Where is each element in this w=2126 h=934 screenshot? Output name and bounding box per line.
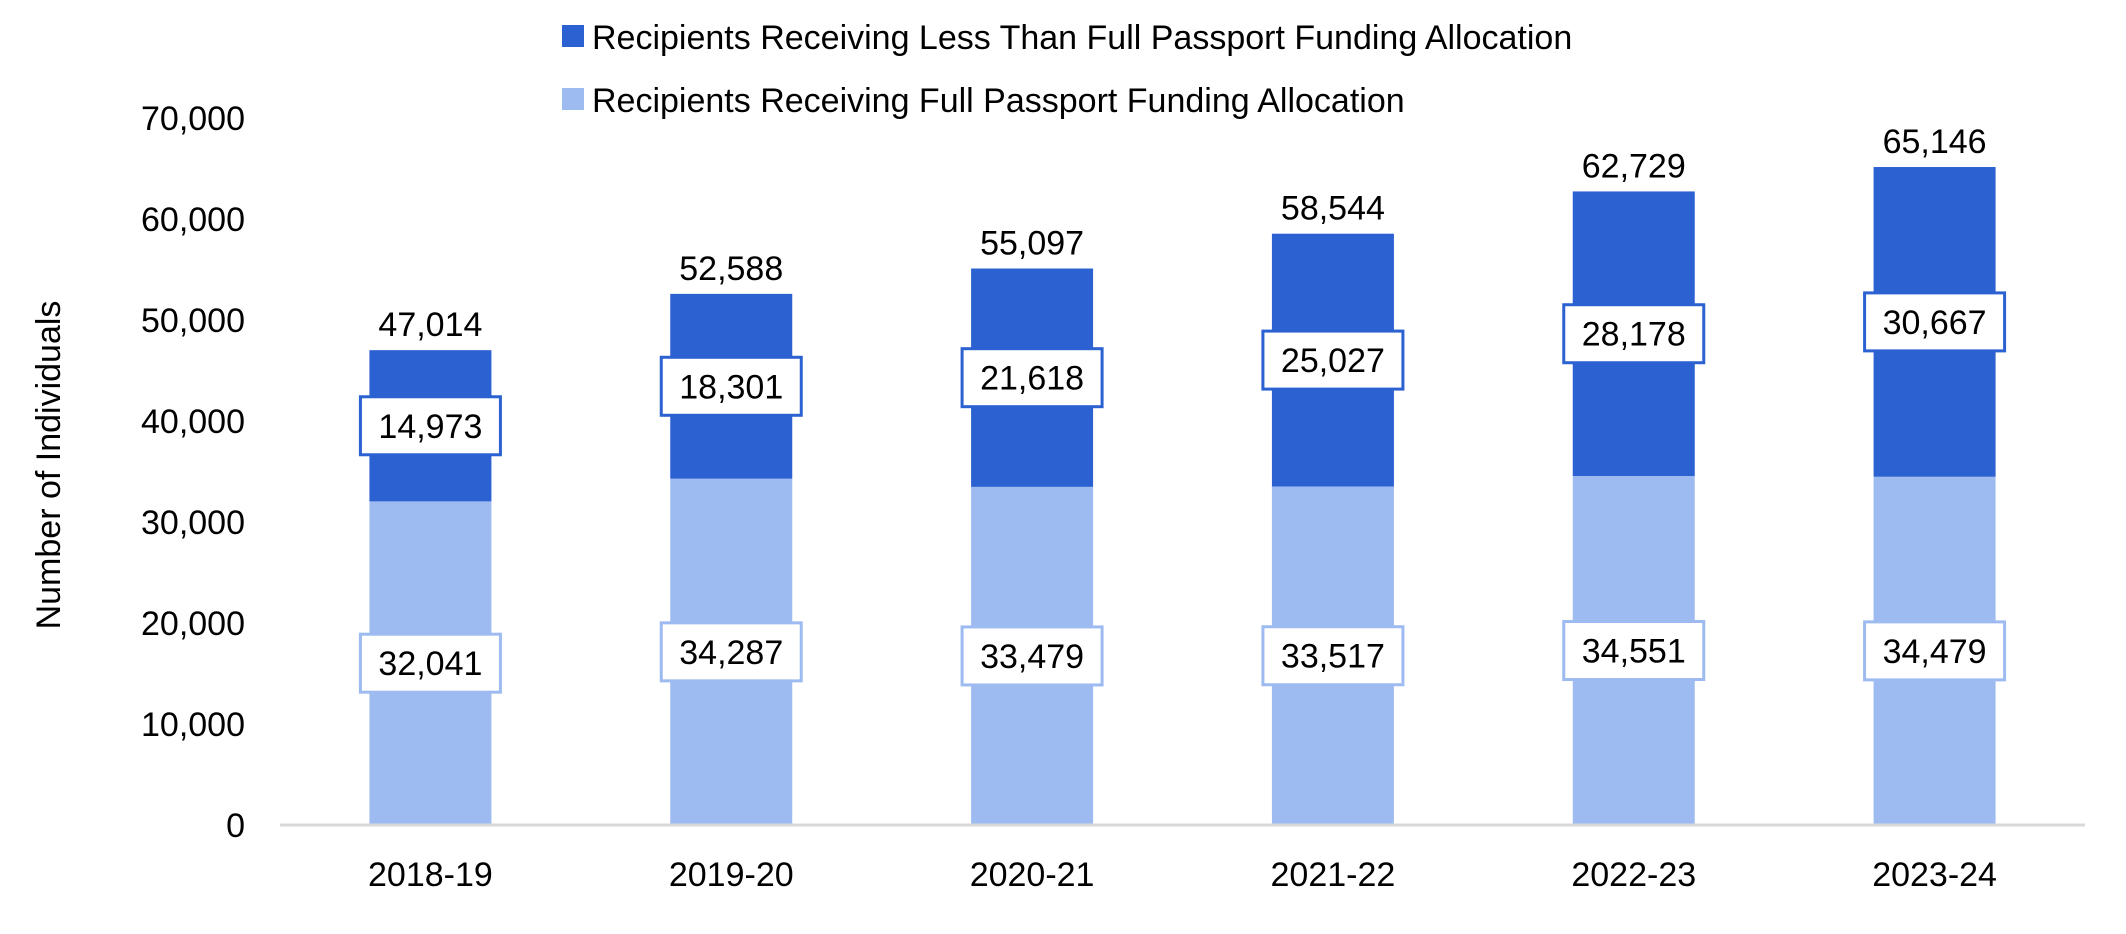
- value-label-less-than-full-allocation: 30,667: [1863, 291, 2007, 353]
- value-label-box: [1261, 625, 1405, 687]
- value-label-text: 30,667: [1883, 304, 1987, 342]
- value-label-text: 18,301: [679, 368, 783, 406]
- total-label: 47,014: [378, 306, 482, 344]
- value-label-text: 34,287: [679, 634, 783, 672]
- value-label-text: 28,178: [1582, 316, 1686, 354]
- y-tick-label: 30,000: [141, 504, 245, 542]
- y-tick-label: 50,000: [141, 302, 245, 340]
- value-label-box: [358, 632, 502, 694]
- legend-label: Recipients Receiving Full Passport Fundi…: [592, 82, 1405, 120]
- value-label-text: 25,027: [1281, 342, 1385, 380]
- x-tick-label: 2021-22: [1271, 856, 1396, 894]
- legend-item: Recipients Receiving Full Passport Fundi…: [562, 82, 1405, 120]
- value-label-text: 14,973: [378, 408, 482, 446]
- value-label-less-than-full-allocation: 14,973: [358, 395, 502, 457]
- value-label-box: [659, 355, 803, 417]
- value-labels: 32,041 14,973 47,014 34,287 18,301 52,588 33,4…: [358, 123, 2007, 694]
- y-tick-label: 10,000: [141, 706, 245, 744]
- total-label: 52,588: [679, 250, 783, 288]
- value-label-less-than-full-allocation: 21,618: [960, 347, 1104, 409]
- value-label-box: [960, 625, 1104, 687]
- value-label-box: [1863, 620, 2007, 682]
- x-tick-label: 2023-24: [1872, 856, 1997, 894]
- value-label-box: [1562, 303, 1706, 365]
- total-label: 58,544: [1281, 190, 1385, 228]
- value-label-full-allocation: 34,479: [1863, 620, 2007, 682]
- x-tick-label: 2018-19: [368, 856, 493, 894]
- value-label-full-allocation: 34,287: [659, 621, 803, 683]
- value-label-less-than-full-allocation: 25,027: [1261, 329, 1405, 391]
- x-tick-label: 2019-20: [669, 856, 794, 894]
- value-label-box: [1863, 291, 2007, 353]
- y-tick-label: 0: [226, 807, 245, 845]
- legend: Recipients Receiving Less Than Full Pass…: [562, 19, 1572, 120]
- value-label-text: 33,517: [1281, 638, 1385, 676]
- value-label-box: [1562, 620, 1706, 682]
- value-label-full-allocation: 34,551: [1562, 620, 1706, 682]
- y-axis-title: Number of Individuals: [30, 301, 68, 630]
- value-label-text: 33,479: [980, 638, 1084, 676]
- value-label-less-than-full-allocation: 28,178: [1562, 303, 1706, 365]
- y-tick-label: 40,000: [141, 403, 245, 441]
- x-tick-label: 2020-21: [970, 856, 1095, 894]
- total-label: 55,097: [980, 225, 1084, 263]
- y-tick-label: 20,000: [141, 605, 245, 643]
- y-tick-label: 70,000: [141, 100, 245, 138]
- value-label-full-allocation: 32,041: [358, 632, 502, 694]
- value-label-box: [960, 347, 1104, 409]
- value-label-box: [659, 621, 803, 683]
- value-label-full-allocation: 33,517: [1261, 625, 1405, 687]
- value-label-box: [358, 395, 502, 457]
- bars: [369, 167, 1996, 825]
- legend-swatch: [562, 88, 584, 110]
- value-label-box: [1261, 329, 1405, 391]
- legend-item: Recipients Receiving Less Than Full Pass…: [562, 19, 1572, 57]
- value-label-text: 34,551: [1582, 633, 1686, 671]
- x-axis: 2018-19 2019-20 2020-21 2021-22 2022-23 2023-…: [368, 856, 1997, 894]
- value-label-full-allocation: 33,479: [960, 625, 1104, 687]
- value-label-text: 34,479: [1883, 633, 1987, 671]
- y-tick-label: 60,000: [141, 201, 245, 239]
- total-label: 62,729: [1582, 147, 1686, 185]
- total-label: 65,146: [1883, 123, 1987, 161]
- x-tick-label: 2022-23: [1571, 856, 1696, 894]
- legend-label: Recipients Receiving Less Than Full Pass…: [592, 19, 1572, 57]
- value-label-text: 32,041: [378, 645, 482, 683]
- y-axis: 0 10,000 20,000 30,000 40,000 50,000 60,000 70,…: [141, 100, 245, 845]
- legend-swatch: [562, 25, 584, 47]
- value-label-text: 21,618: [980, 360, 1084, 398]
- value-label-less-than-full-allocation: 18,301: [659, 355, 803, 417]
